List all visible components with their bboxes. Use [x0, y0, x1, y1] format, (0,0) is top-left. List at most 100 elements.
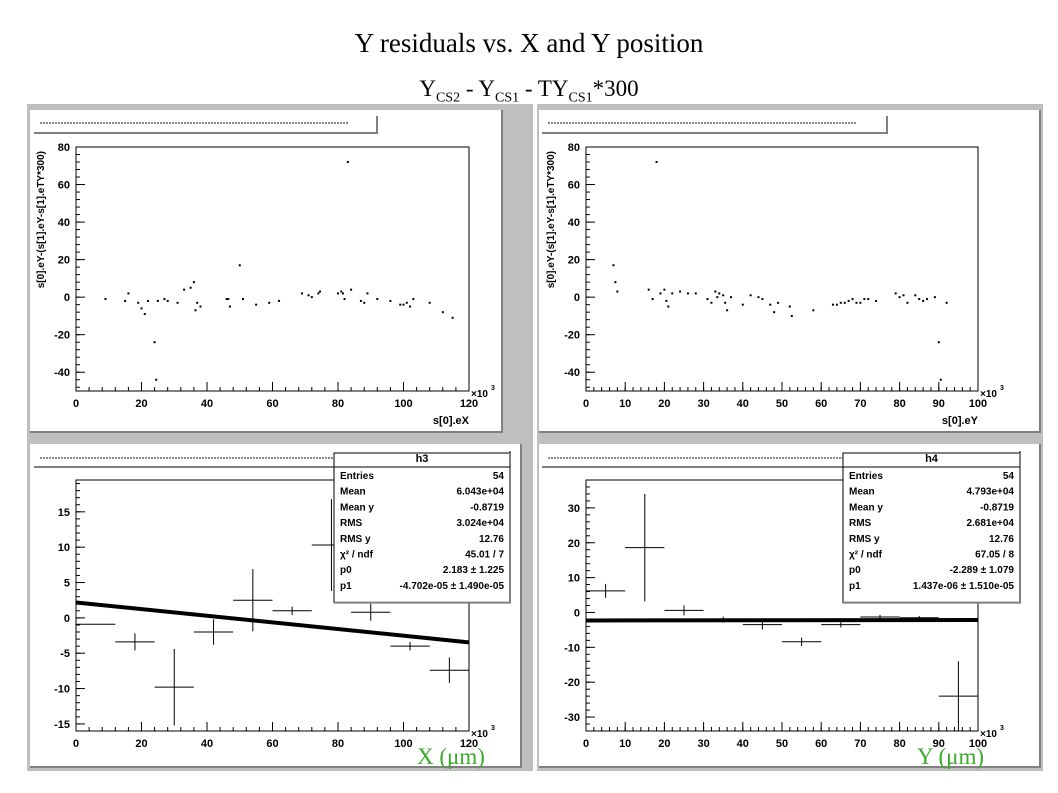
- x-tick-label: 10: [619, 738, 631, 750]
- data-point: [761, 298, 764, 301]
- stats-label: RMS y: [849, 534, 880, 545]
- pad-title-dot: [605, 457, 607, 459]
- pad-title-dot: [581, 457, 583, 459]
- pad-title-dot: [818, 122, 820, 124]
- stats-label: p1: [849, 581, 861, 592]
- pad-title-dot: [764, 457, 766, 459]
- pad-title-dot: [199, 122, 201, 124]
- data-point: [307, 294, 310, 297]
- pad-title-dot: [193, 457, 195, 459]
- stats-box: [333, 452, 511, 604]
- pad-title-dot: [184, 457, 186, 459]
- data-point: [757, 296, 760, 299]
- y-tick-label: -20: [54, 330, 70, 342]
- data-point: [412, 298, 415, 301]
- pad-title-dot: [226, 457, 228, 459]
- pad-title-dot: [734, 122, 736, 124]
- pad-title-dot: [52, 457, 54, 459]
- x-tick-label: 30: [697, 738, 709, 750]
- pad-title-dot: [211, 122, 213, 124]
- stats-label: χ² / ndf: [340, 550, 374, 561]
- pad-title-dot: [602, 457, 604, 459]
- pad-title-dot: [169, 122, 171, 124]
- pad-title-dot: [749, 457, 751, 459]
- pad-title-dot: [767, 457, 769, 459]
- pad-title-dot: [268, 122, 270, 124]
- data-point: [137, 301, 140, 304]
- pad-title-dot: [76, 122, 78, 124]
- data-point: [855, 301, 858, 304]
- pad-title-dot: [124, 457, 126, 459]
- pad-title-dot: [854, 122, 856, 124]
- pad-title-dot: [313, 122, 315, 124]
- x-tick-label: 60: [266, 738, 278, 750]
- data-point: [346, 161, 349, 164]
- pad-title-dot: [812, 457, 814, 459]
- pad-title-dot: [202, 457, 204, 459]
- data-point: [714, 290, 717, 293]
- pad-title-dot: [776, 122, 778, 124]
- y-tick-label: -40: [564, 367, 580, 379]
- pad-title-dot: [172, 122, 174, 124]
- pad-title-dot: [172, 457, 174, 459]
- pad-title-dot: [743, 457, 745, 459]
- pad-title-dot: [163, 457, 165, 459]
- data-point: [612, 264, 615, 267]
- pad-title-dot: [337, 122, 339, 124]
- data-point: [851, 298, 854, 301]
- data-point: [777, 301, 780, 304]
- pad-title-dot: [764, 122, 766, 124]
- pad-title-dot: [106, 457, 108, 459]
- pad-title-dot: [118, 122, 120, 124]
- pad-title-dot: [677, 457, 679, 459]
- pad-title-dot: [815, 122, 817, 124]
- pad-title-dot: [151, 122, 153, 124]
- stats-label: Entries: [340, 471, 374, 482]
- data-point: [359, 299, 362, 302]
- pad-title-dot: [848, 122, 850, 124]
- pad-title-dot: [265, 122, 267, 124]
- pad-title-dot: [779, 457, 781, 459]
- x-tick-label: 70: [854, 738, 866, 750]
- pad-title-dot: [554, 457, 556, 459]
- data-point: [867, 298, 870, 301]
- pad-title-dot: [701, 457, 703, 459]
- pad-title-dot: [767, 122, 769, 124]
- data-point: [225, 298, 228, 301]
- y-tick-label: -20: [564, 330, 580, 342]
- data-point: [163, 298, 166, 301]
- pad-title-dot: [88, 457, 90, 459]
- pad-title-dot: [758, 457, 760, 459]
- pad-title-dot: [250, 457, 252, 459]
- pad-title-dot: [52, 122, 54, 124]
- pad-title-dot: [833, 122, 835, 124]
- pad-title-dot: [229, 122, 231, 124]
- pad-title-dot: [557, 457, 559, 459]
- data-point: [659, 292, 662, 295]
- pad-title-dot: [268, 457, 270, 459]
- pad-title-dot: [73, 122, 75, 124]
- pad-title-dot: [629, 122, 631, 124]
- data-point: [898, 296, 901, 299]
- pad-title-dot: [812, 122, 814, 124]
- pad-title-dot: [788, 122, 790, 124]
- pad-title-dot: [148, 457, 150, 459]
- data-point: [154, 648, 194, 726]
- pad-title-dot: [190, 122, 192, 124]
- pad-title-dot: [139, 122, 141, 124]
- pad-title-dot: [824, 122, 826, 124]
- pad-title-dot: [175, 122, 177, 124]
- x-axis-multiplier-exponent: 3: [1000, 725, 1004, 732]
- pad-title-dot: [151, 457, 153, 459]
- pad-title-dot: [94, 122, 96, 124]
- pad-title-dot: [830, 457, 832, 459]
- pad-title-dot: [238, 122, 240, 124]
- pad-title-dot: [109, 122, 111, 124]
- pad-title-dot: [683, 457, 685, 459]
- pad-title-dot: [241, 457, 243, 459]
- pad-title-box-shadow: [34, 116, 378, 134]
